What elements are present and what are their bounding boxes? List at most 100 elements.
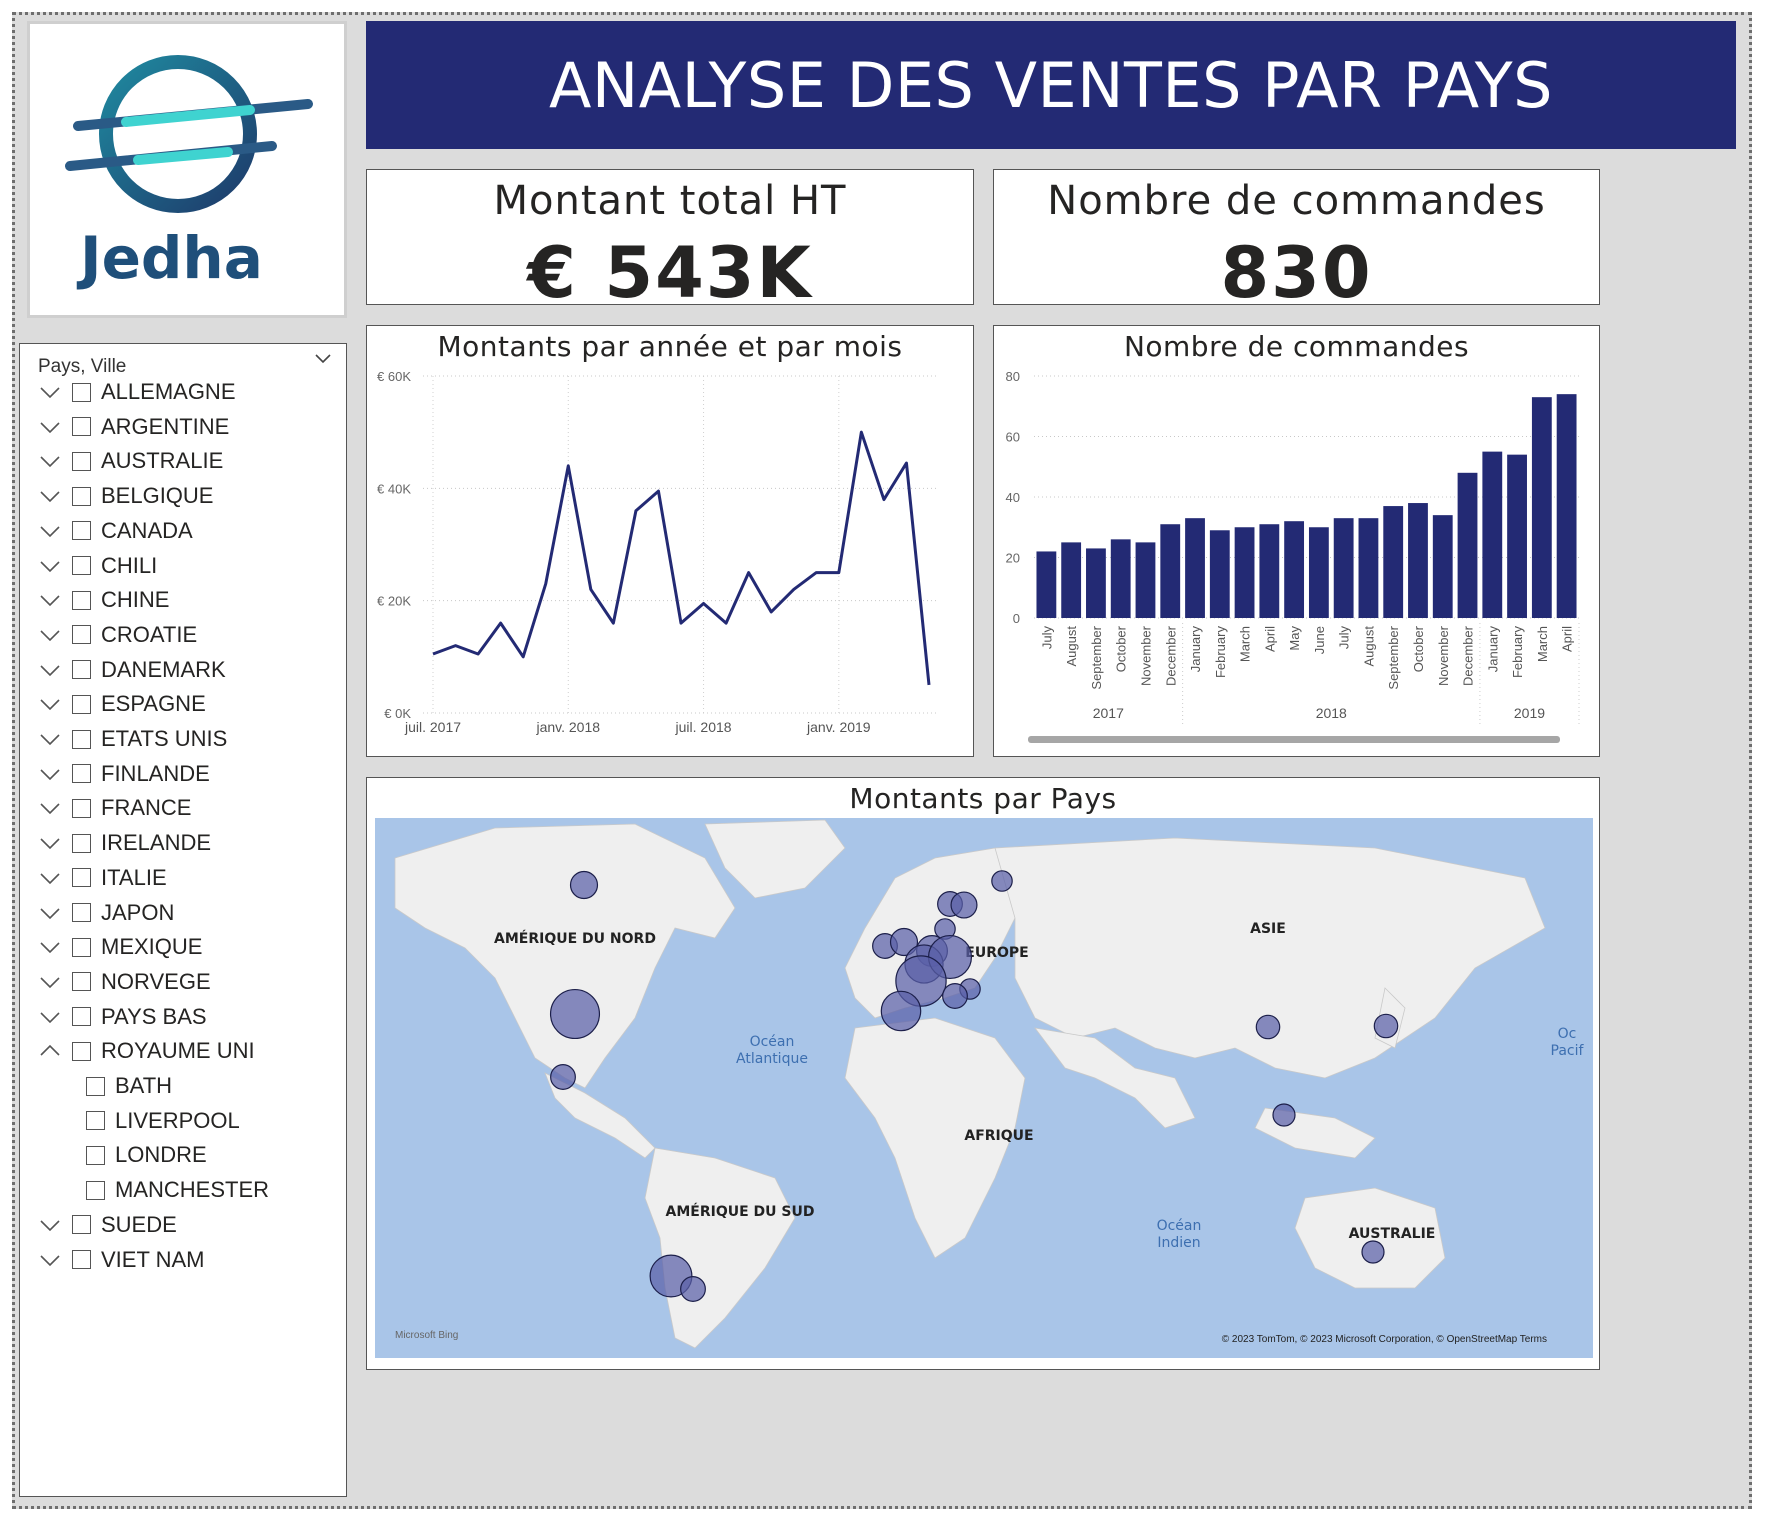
country-bubble[interactable] [1373, 1013, 1399, 1039]
bar[interactable] [1308, 527, 1329, 618]
chevron-down-icon[interactable] [38, 692, 62, 716]
checkbox[interactable] [72, 451, 91, 471]
country-bubble[interactable] [942, 983, 968, 1009]
country-city-slicer[interactable]: Pays, Ville ALLEMAGNE ARGENTINE AUSTRALIE B… [19, 343, 347, 1497]
bar[interactable] [1061, 542, 1082, 618]
data-point[interactable] [769, 610, 773, 614]
bar[interactable] [1457, 472, 1478, 618]
checkbox[interactable] [72, 1215, 91, 1235]
slicer-item[interactable]: CANADA [20, 513, 193, 549]
slicer-item[interactable]: FRANCE [20, 790, 191, 826]
chevron-down-icon[interactable] [38, 380, 62, 404]
slicer-item[interactable]: ESPAGNE [20, 686, 206, 722]
chevron-down-icon[interactable] [38, 519, 62, 543]
chevron-down-icon[interactable] [38, 727, 62, 751]
chevron-down-icon[interactable] [38, 1248, 62, 1272]
data-point[interactable] [814, 571, 818, 575]
slicer-item[interactable]: VIET NAM [20, 1242, 205, 1278]
chevron-down-icon[interactable] [38, 1005, 62, 1029]
checkbox[interactable] [86, 1111, 105, 1131]
checkbox[interactable] [72, 798, 91, 818]
data-point[interactable] [521, 655, 525, 659]
slicer-item[interactable]: SUEDE [20, 1207, 177, 1243]
chevron-down-icon[interactable] [38, 588, 62, 612]
chevron-down-icon[interactable] [38, 831, 62, 855]
slicer-item[interactable]: PAYS BAS [20, 999, 207, 1035]
checkbox[interactable] [72, 1007, 91, 1027]
slicer-item[interactable]: AUSTRALIE [20, 443, 223, 479]
slicer-item[interactable]: CHINE [20, 582, 169, 618]
bar[interactable] [1358, 518, 1379, 618]
data-point[interactable] [837, 571, 841, 575]
bar[interactable] [1507, 454, 1527, 618]
chevron-down-icon[interactable] [38, 554, 62, 578]
slicer-item[interactable]: JAPON [20, 895, 174, 931]
data-point[interactable] [927, 683, 931, 687]
data-point[interactable] [431, 652, 435, 656]
checkbox[interactable] [72, 556, 91, 575]
data-point[interactable] [499, 621, 503, 625]
chevron-down-icon[interactable] [314, 350, 332, 368]
checkbox[interactable] [72, 1250, 91, 1269]
data-point[interactable] [589, 587, 593, 591]
slicer-item[interactable]: BELGIQUE [20, 478, 213, 514]
chevron-down-icon[interactable] [38, 796, 62, 820]
bar[interactable] [1259, 524, 1280, 618]
series-line[interactable] [432, 430, 931, 686]
checkbox[interactable] [72, 937, 91, 957]
bar[interactable] [1531, 397, 1552, 618]
bar[interactable] [1086, 548, 1106, 618]
data-point[interactable] [476, 652, 480, 656]
data-point[interactable] [724, 621, 728, 625]
data-point[interactable] [859, 430, 863, 434]
data-point[interactable] [544, 582, 548, 586]
bar[interactable] [1135, 542, 1156, 618]
bar[interactable] [1160, 524, 1181, 618]
chevron-down-icon[interactable] [38, 658, 62, 682]
checkbox[interactable] [72, 660, 91, 680]
chevron-down-icon[interactable] [38, 762, 62, 786]
checkbox[interactable] [72, 833, 91, 853]
slicer-item[interactable]: IRELANDE [20, 825, 211, 861]
data-point[interactable] [904, 461, 908, 465]
checkbox[interactable] [86, 1076, 105, 1096]
country-bubble[interactable] [950, 891, 978, 919]
slicer-item[interactable]: ARGENTINE [20, 409, 229, 445]
country-bubble[interactable] [1272, 1103, 1296, 1127]
checkbox[interactable] [72, 625, 91, 645]
checkbox[interactable] [72, 972, 91, 992]
chevron-up-icon[interactable] [38, 1039, 62, 1063]
slicer-subitem[interactable]: LONDRE [20, 1137, 207, 1173]
checkbox[interactable] [72, 521, 91, 541]
data-point[interactable] [792, 587, 796, 591]
data-point[interactable] [634, 509, 638, 513]
bar[interactable] [1284, 521, 1305, 618]
checkbox[interactable] [72, 417, 91, 437]
checkbox[interactable] [72, 590, 91, 610]
slicer-item[interactable]: ETATS UNIS [20, 721, 227, 757]
data-point[interactable] [882, 498, 886, 502]
slicer-item[interactable]: MEXIQUE [20, 929, 202, 965]
checkbox[interactable] [72, 729, 91, 749]
country-bubble[interactable] [889, 927, 919, 957]
slicer-subitem[interactable]: BATH [20, 1068, 172, 1104]
checkbox[interactable] [72, 868, 91, 888]
slicer-item[interactable]: ALLEMAGNE [20, 374, 236, 410]
country-bubble[interactable] [550, 1064, 576, 1090]
slicer-item[interactable]: DANEMARK [20, 652, 226, 688]
bar[interactable] [1234, 527, 1255, 618]
bar[interactable] [1209, 530, 1230, 618]
country-bubble[interactable] [1361, 1240, 1385, 1264]
slicer-item[interactable]: CHILI [20, 548, 157, 584]
map-canvas[interactable]: AMÉRIQUE DU NORD EUROPE ASIE AFRIQUE AMÉRIQU… [375, 818, 1593, 1358]
world-map[interactable]: AMÉRIQUE DU NORD EUROPE ASIE AFRIQUE AMÉRIQU… [375, 818, 1593, 1358]
country-bubble[interactable] [549, 988, 601, 1040]
checkbox[interactable] [72, 1041, 91, 1061]
checkbox[interactable] [86, 1145, 105, 1165]
country-bubble[interactable] [880, 990, 922, 1032]
chevron-down-icon[interactable] [38, 623, 62, 647]
chevron-down-icon[interactable] [38, 901, 62, 925]
checkbox[interactable] [72, 694, 91, 714]
data-point[interactable] [566, 464, 570, 468]
